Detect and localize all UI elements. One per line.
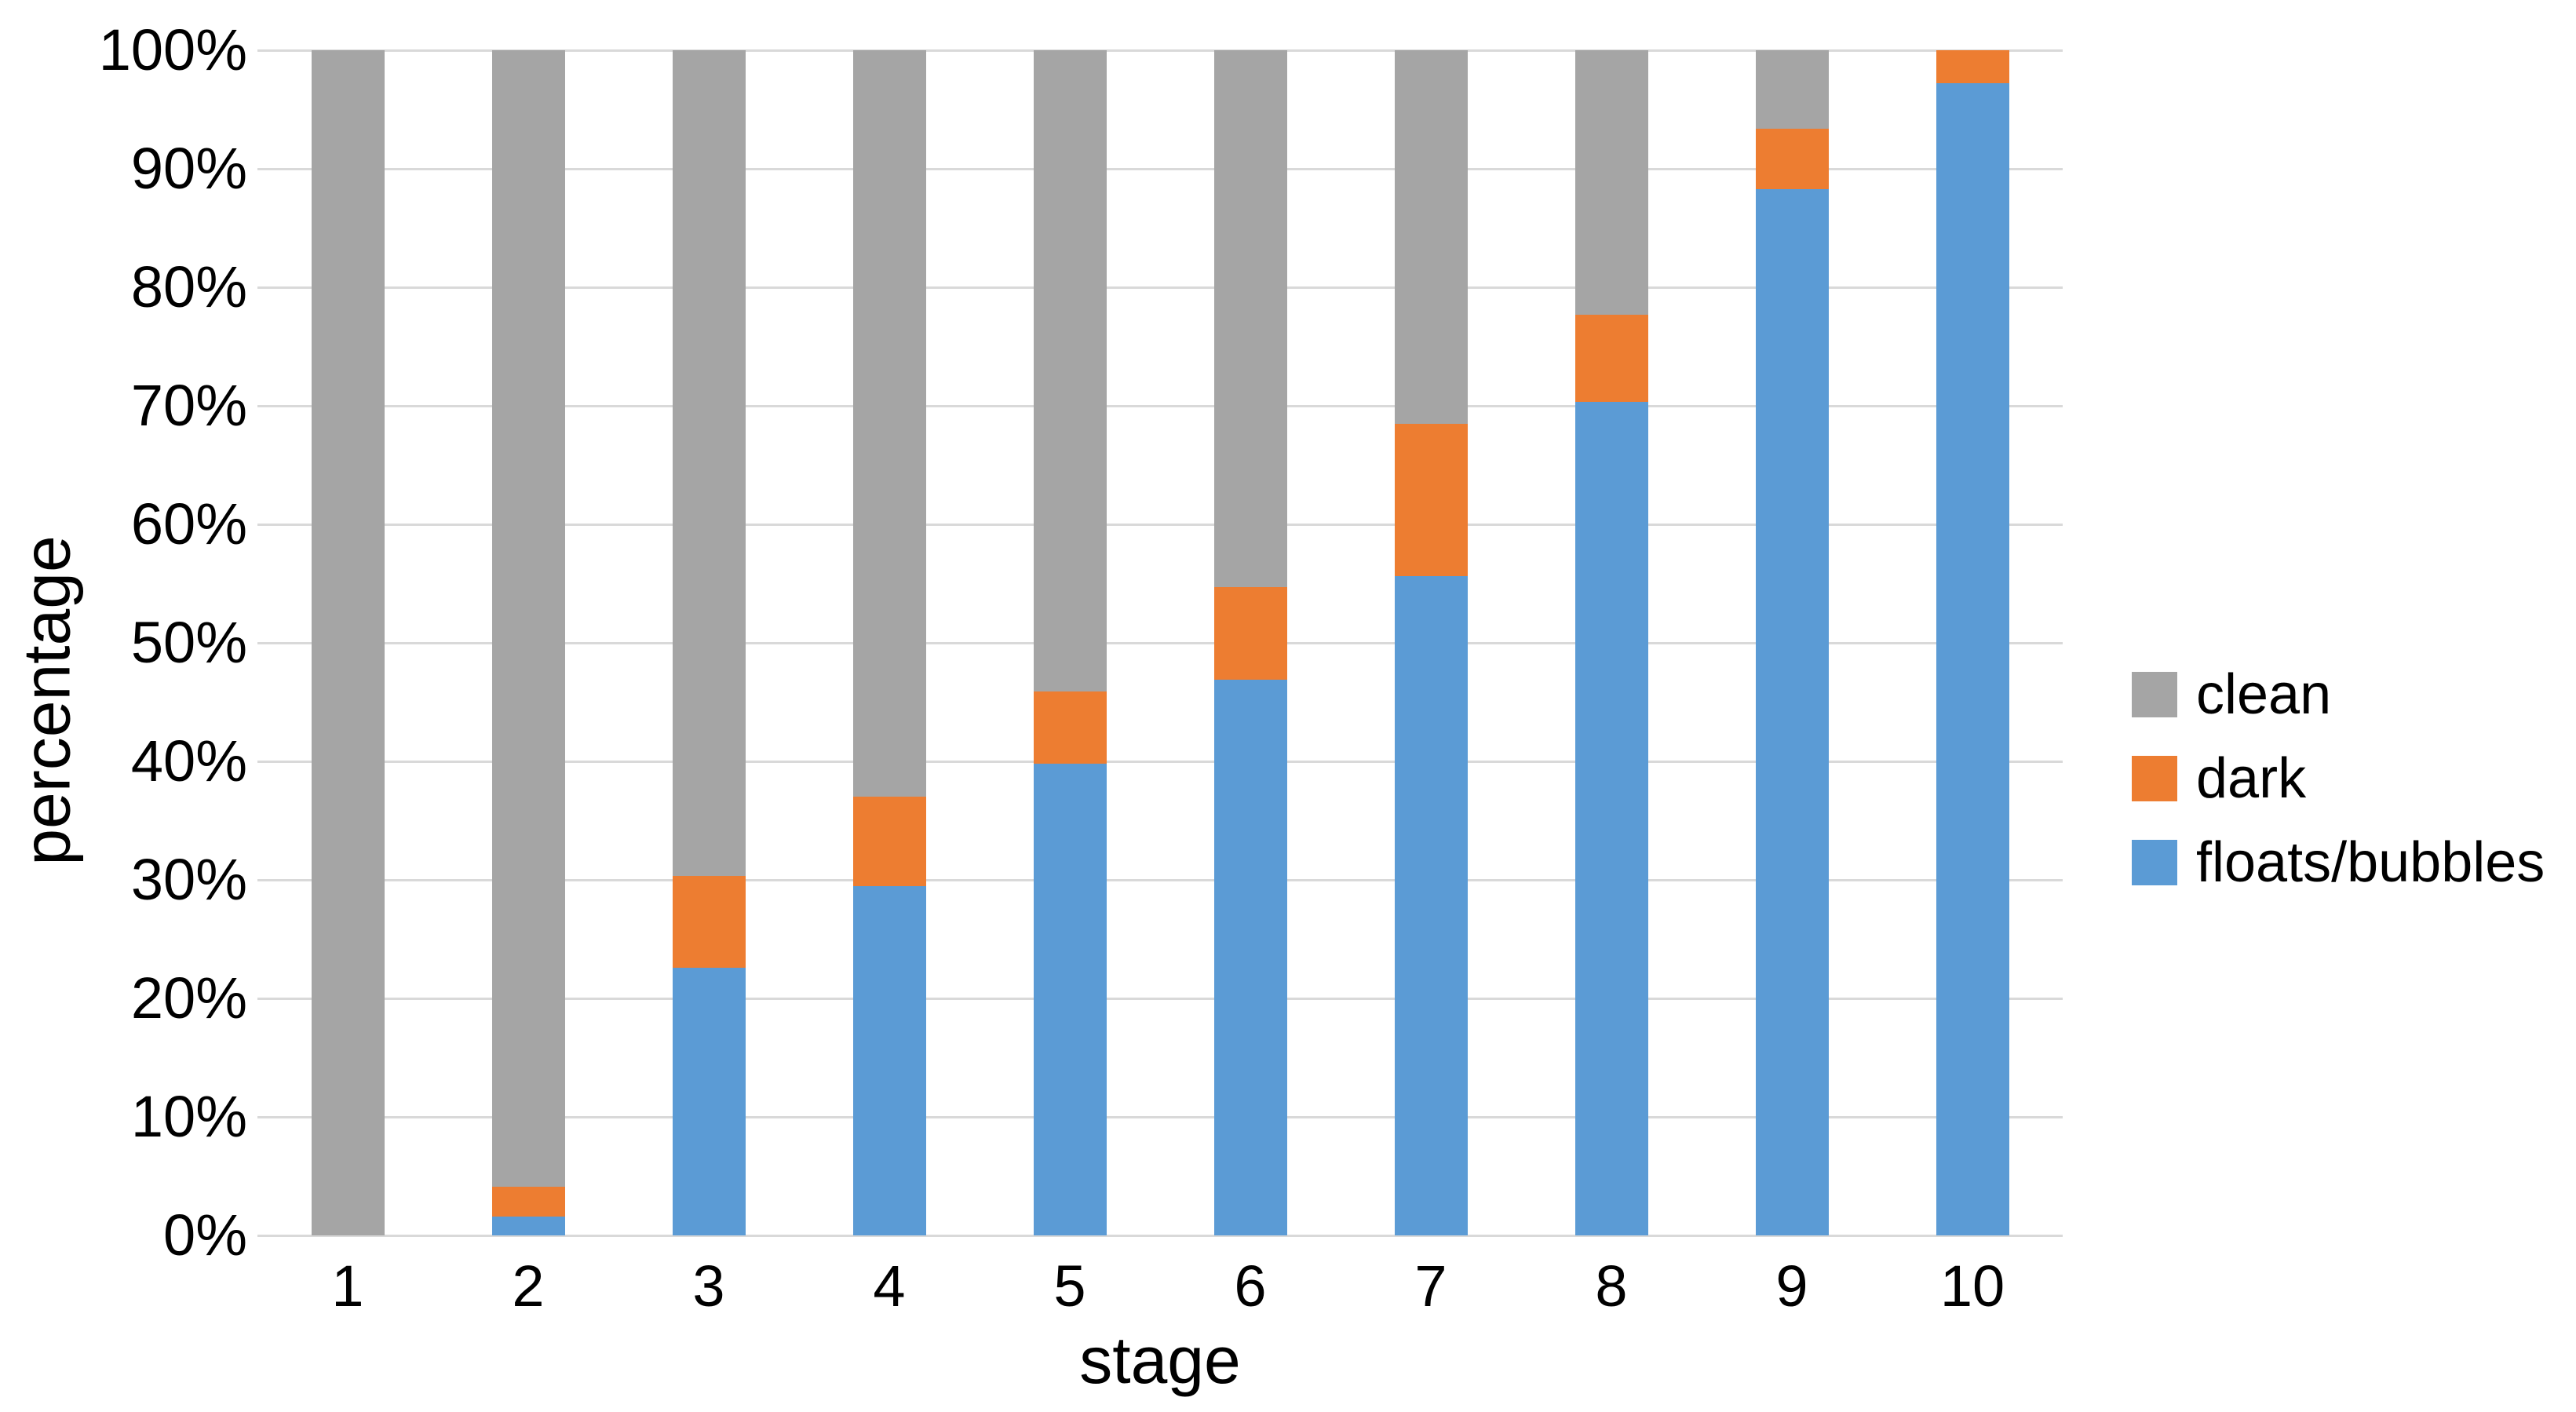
- gridline-40%: [257, 761, 2063, 763]
- legend-swatch-clean: [2132, 672, 2177, 717]
- x-axis-tick-label: 1: [331, 1253, 364, 1319]
- gridline-0%: [257, 1235, 2063, 1237]
- gridline-20%: [257, 998, 2063, 1000]
- x-axis-tick-label: 6: [1234, 1253, 1267, 1319]
- legend-item-floats-bubbles: floats/bubbles: [2132, 834, 2545, 891]
- legend-swatch-dark: [2132, 756, 2177, 801]
- bar-segment-clean-stage-3: [672, 50, 746, 877]
- x-axis-tick-label: 7: [1414, 1253, 1447, 1319]
- bar-segment-clean-stage-9: [1755, 50, 1829, 129]
- gridline-10%: [257, 1116, 2063, 1118]
- bar-segment-floats-bubbles-stage-8: [1574, 402, 1648, 1235]
- bar-segment-floats-bubbles-stage-9: [1755, 188, 1829, 1235]
- legend-label: clean: [2196, 663, 2332, 726]
- bar-segment-clean-stage-4: [852, 50, 926, 797]
- x-axis-tick-label: 9: [1775, 1253, 1808, 1319]
- legend-item-clean: clean: [2132, 666, 2331, 723]
- bar-segment-clean-stage-1: [311, 50, 385, 1235]
- y-axis-tick-label: 10%: [130, 1084, 247, 1149]
- y-axis-tick-label: 100%: [98, 17, 247, 82]
- bar-segment-dark-stage-10: [1936, 50, 2009, 84]
- gridline-100%: [257, 49, 2063, 52]
- y-axis-tick-label: 50%: [130, 610, 247, 675]
- y-axis-tick-label: 0%: [163, 1202, 247, 1268]
- bar-segment-clean-stage-8: [1574, 50, 1648, 315]
- bar-segment-dark-stage-2: [491, 1187, 565, 1217]
- gridline-50%: [257, 642, 2063, 644]
- x-axis-tick-label: 2: [512, 1253, 545, 1319]
- bar-segment-floats-bubbles-stage-4: [852, 885, 926, 1235]
- y-axis-title: percentage: [9, 535, 84, 866]
- bar-segment-floats-bubbles-stage-5: [1033, 764, 1107, 1235]
- bar-segment-dark-stage-3: [672, 876, 746, 968]
- bar-segment-clean-stage-6: [1213, 50, 1287, 588]
- legend-item-dark: dark: [2132, 750, 2306, 807]
- bar-segment-dark-stage-9: [1755, 128, 1829, 189]
- gridline-60%: [257, 524, 2063, 526]
- bar-segment-floats-bubbles-stage-10: [1936, 83, 2009, 1235]
- y-axis-tick-label: 40%: [130, 728, 247, 794]
- legend-label: floats/bubbles: [2196, 831, 2545, 894]
- gridline-30%: [257, 879, 2063, 881]
- x-axis-tick-label: 8: [1595, 1253, 1628, 1319]
- legend-label: dark: [2196, 747, 2307, 810]
- bar-segment-floats-bubbles-stage-7: [1394, 576, 1468, 1235]
- bar-segment-dark-stage-7: [1394, 423, 1468, 577]
- legend-swatch-floats-bubbles: [2132, 840, 2177, 885]
- y-axis-tick-label: 70%: [130, 373, 247, 438]
- bar-segment-clean-stage-2: [491, 50, 565, 1188]
- bar-segment-floats-bubbles-stage-6: [1213, 679, 1287, 1235]
- x-axis-tick-label: 5: [1053, 1253, 1086, 1319]
- bar-segment-dark-stage-4: [852, 797, 926, 886]
- bar-segment-dark-stage-5: [1033, 691, 1107, 764]
- x-axis-tick-label: 10: [1939, 1253, 2005, 1319]
- bar-segment-floats-bubbles-stage-2: [491, 1216, 565, 1235]
- y-axis-tick-label: 60%: [130, 491, 247, 556]
- x-axis-tick-label: 4: [873, 1253, 906, 1319]
- y-axis-tick-label: 80%: [130, 254, 247, 319]
- bar-segment-floats-bubbles-stage-3: [672, 967, 746, 1235]
- x-axis-title: stage: [1079, 1323, 1241, 1397]
- y-axis-tick-label: 30%: [130, 847, 247, 912]
- gridline-80%: [257, 286, 2063, 289]
- y-axis-tick-label: 20%: [130, 965, 247, 1031]
- gridline-90%: [257, 168, 2063, 170]
- x-axis-tick-label: 3: [692, 1253, 725, 1319]
- y-axis-tick-label: 90%: [130, 136, 247, 201]
- gridline-70%: [257, 405, 2063, 407]
- bar-segment-dark-stage-6: [1213, 587, 1287, 680]
- bar-segment-dark-stage-8: [1574, 314, 1648, 403]
- bar-segment-clean-stage-7: [1394, 50, 1468, 424]
- bar-segment-clean-stage-5: [1033, 50, 1107, 691]
